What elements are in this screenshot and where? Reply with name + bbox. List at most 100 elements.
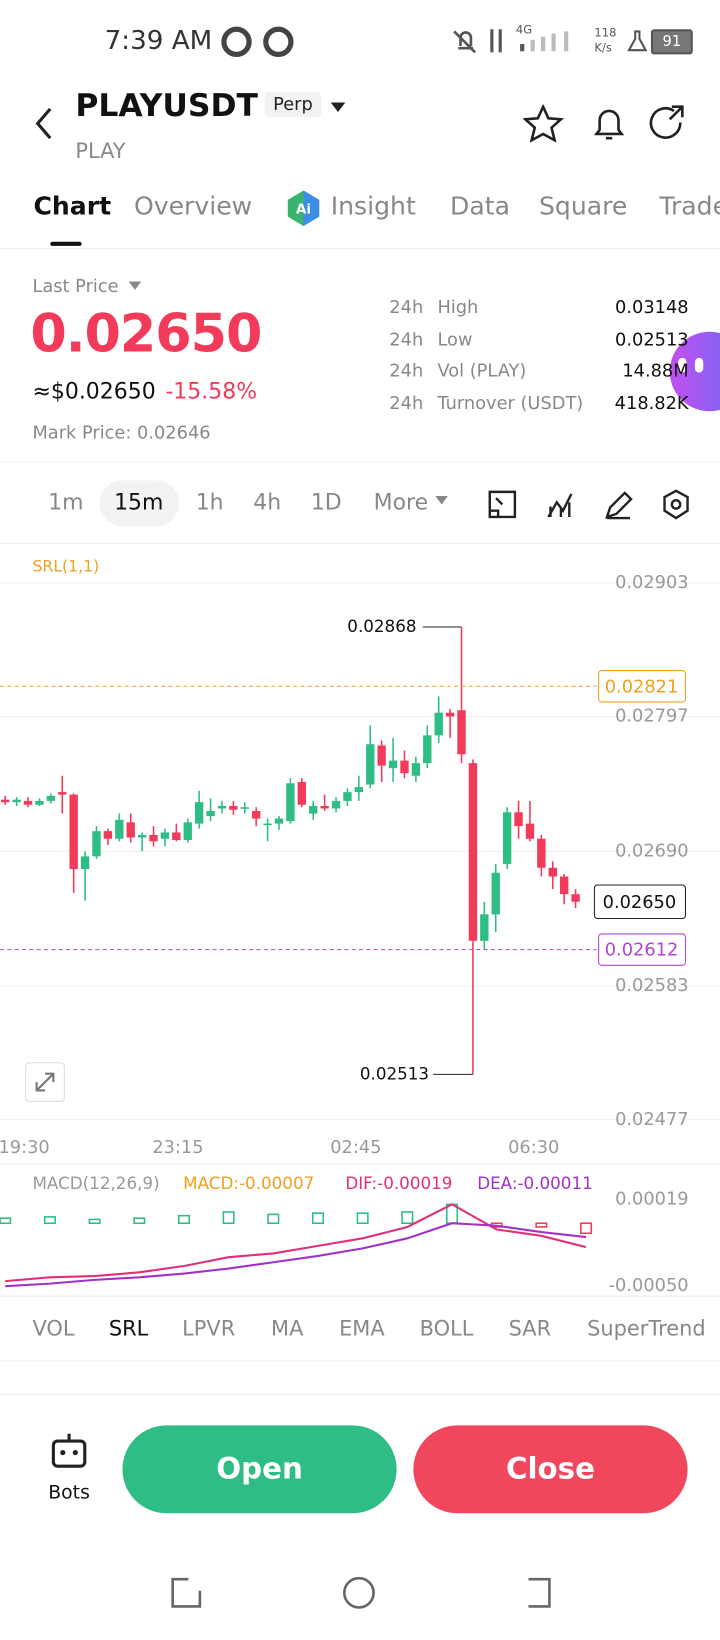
dropdown-arrow[interactable]: [435, 496, 448, 505]
divider: [0, 461, 720, 463]
candle-body: [400, 760, 409, 774]
candle-body: [274, 818, 284, 824]
close-button[interactable]: Close: [413, 1425, 688, 1514]
bots-label[interactable]: Bots: [48, 1481, 90, 1504]
dropdown-arrow[interactable]: [330, 102, 346, 113]
timeframe[interactable]: 4h: [253, 489, 282, 515]
candle-body: [263, 823, 272, 826]
clock: 7:39 AM: [104, 25, 213, 56]
candle-body: [571, 894, 580, 902]
header-actions[interactable]: [523, 104, 690, 143]
candle-body: [434, 712, 443, 736]
bots-icon[interactable]: [50, 1432, 88, 1470]
last-price-label: 0.02650: [603, 892, 677, 913]
candle-body: [35, 800, 44, 805]
macd-tick-label: -0.00050: [609, 1275, 689, 1296]
macd-legend-item: DEA:-0.00011: [477, 1173, 593, 1194]
signal-icons: [453, 29, 502, 54]
subtitle: PLAY: [75, 138, 126, 164]
timeframe[interactable]: More: [373, 489, 429, 515]
active-pill: [99, 480, 179, 527]
candle-body: [194, 802, 204, 824]
timeframe[interactable]: 15m: [114, 489, 164, 515]
expand-button[interactable]: [25, 1062, 65, 1102]
candle-body: [457, 710, 466, 755]
stat-period: 24h: [389, 297, 424, 319]
tab[interactable]: Chart: [33, 191, 112, 221]
timeframe[interactable]: 1h: [195, 489, 224, 515]
tab-underline: [50, 241, 82, 246]
tab[interactable]: Data: [449, 191, 510, 221]
indicator-tab[interactable]: EMA: [339, 1315, 385, 1341]
candle-body: [46, 795, 56, 801]
x-tick-label: 06:30: [508, 1137, 559, 1158]
y-tick-label: 0.02583: [615, 975, 689, 996]
candle-body: [388, 760, 398, 769]
candle-body: [411, 763, 421, 776]
divider: [0, 1360, 720, 1362]
y-tick-label: 0.02903: [615, 572, 689, 593]
divider: [0, 1393, 720, 1395]
candle-body: [229, 805, 238, 810]
assistant-bubble[interactable]: [668, 331, 720, 413]
indicator-tab[interactable]: MA: [271, 1315, 304, 1341]
nav-bar[interactable]: [157, 1570, 576, 1616]
last-price: 0.02650: [30, 303, 262, 365]
x-tick-label: 23:15: [152, 1137, 203, 1158]
macd-dif: [5, 1203, 587, 1283]
indicator-tab[interactable]: LPVR: [182, 1315, 236, 1341]
back-button[interactable]: [29, 105, 58, 143]
macd-bar: [535, 1222, 548, 1228]
y-tick-label: 0.02690: [615, 840, 689, 861]
candle-body: [309, 805, 318, 814]
timeframe[interactable]: 1D: [310, 489, 342, 515]
tab[interactable]: Overview: [133, 191, 253, 221]
indicator-tab[interactable]: VOL: [32, 1315, 75, 1341]
usd-price: ≈$0.02650: [32, 378, 156, 404]
macd-bar: [311, 1212, 324, 1225]
macd-legend-item: MACD:-0.00007: [183, 1173, 315, 1194]
timeframe[interactable]: 1m: [48, 489, 84, 515]
indicator-tab[interactable]: SuperTrend: [587, 1315, 706, 1341]
tab[interactable]: Square: [538, 191, 628, 221]
flask-icon: [627, 30, 648, 52]
macd-bar: [0, 1217, 12, 1225]
stat-name: High: [437, 297, 479, 319]
candle-body: [502, 812, 512, 864]
status-icons: [221, 26, 294, 58]
perp-badge[interactable]: Perp: [264, 92, 322, 118]
indicator-tab[interactable]: SRL: [108, 1315, 149, 1341]
candle-body: [548, 867, 557, 877]
candle-body: [537, 838, 546, 868]
candle-body: [149, 834, 158, 842]
divider: [0, 248, 720, 250]
candle-body: [491, 872, 500, 915]
x-tick-label: 19:30: [0, 1137, 50, 1158]
candle-body: [286, 783, 295, 822]
level-tag: [598, 670, 686, 703]
candle-body: [251, 811, 261, 819]
divider: [0, 1295, 720, 1297]
candle-body: [23, 800, 33, 805]
indicator-tab[interactable]: BOLL: [419, 1315, 474, 1341]
x-tick-label: 02:45: [330, 1137, 381, 1158]
candle-body: [445, 712, 455, 717]
macd-bar: [222, 1211, 235, 1225]
battery: 91: [650, 29, 693, 55]
tab[interactable]: Insight: [330, 191, 416, 221]
dropdown-arrow[interactable]: [128, 281, 142, 291]
svg-text:Ai: Ai: [296, 201, 311, 217]
chart-tools[interactable]: [486, 488, 695, 521]
y-tick-label: 0.02477: [615, 1109, 689, 1130]
indicator-tab[interactable]: SAR: [508, 1315, 552, 1341]
candle-body: [69, 794, 78, 869]
candle-body: [160, 832, 170, 839]
macd-legend-item: MACD(12,26,9): [32, 1173, 160, 1194]
tab[interactable]: Trade: [659, 191, 720, 221]
open-button[interactable]: Open: [122, 1425, 397, 1514]
stat-name: Vol (PLAY): [437, 361, 527, 382]
candle-body: [172, 832, 181, 840]
stat-period: 24h: [389, 392, 424, 414]
candle-body: [126, 822, 135, 838]
candle-body: [559, 876, 569, 895]
